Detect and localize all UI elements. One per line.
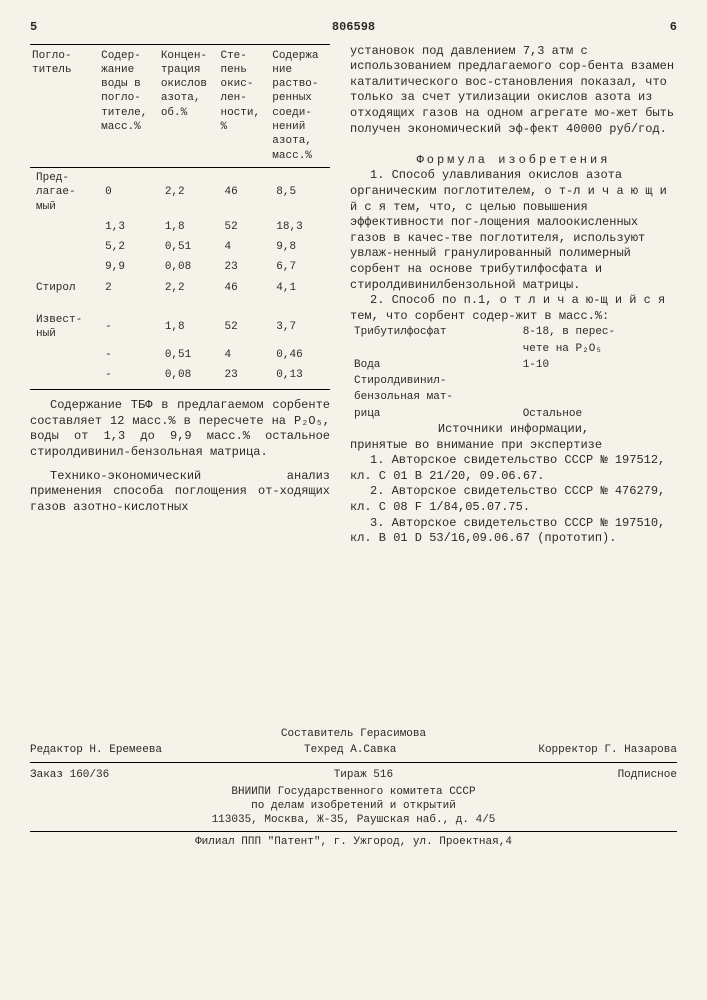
left-para-2: Технико-экономический анализ применения … (30, 469, 330, 516)
table-row: -0,08230,13 (30, 365, 330, 385)
claim-2: 2. Способ по п.1, о т л и ч а ю-щ и й с … (350, 293, 677, 324)
right-intro: установок под давлением 7,3 атм с исполь… (350, 44, 677, 138)
table-cell: 4 (218, 237, 270, 257)
table-row: 1,31,85218,3 (30, 217, 330, 237)
table-header: Концен-трацияокисловазота,об.% (159, 44, 219, 167)
table-cell: 9,8 (270, 237, 330, 257)
left-para-1: Содержание ТБФ в предлагаемом сорбенте с… (30, 398, 330, 460)
claim-1: 1. Способ улавливания окислов азота орга… (350, 168, 677, 293)
table-cell: 0,08 (159, 365, 219, 385)
table-row: 5,20,5149,8 (30, 237, 330, 257)
sources-title: Источники информации, (350, 422, 677, 438)
table-row: 9,90,08236,7 (30, 257, 330, 277)
footer-tech: Техред А.Савка (304, 743, 396, 757)
composition-table: Трибутилфосфат8-18, в перес-чете на P₂O₅… (350, 324, 677, 422)
table-cell: 6,7 (270, 257, 330, 277)
source-item: 1. Авторское свидетельство СССР № 197512… (350, 453, 677, 484)
table-cell (30, 217, 99, 237)
footer-signed: Подписное (618, 768, 677, 782)
table-cell: 0,08 (159, 257, 219, 277)
right-column: установок под давлением 7,3 атм с исполь… (350, 44, 677, 547)
footer-corrector: Корректор Г. Назарова (538, 743, 677, 757)
footer-org2: по делам изобретений и открытий (30, 799, 677, 813)
footer-print-run: Тираж 516 (334, 768, 393, 782)
table-cell: 52 (218, 310, 270, 345)
footer-compiler: Составитель Герасимова (30, 727, 677, 741)
table-cell: - (99, 345, 159, 365)
table-row: Стирол22,2464,1 (30, 278, 330, 298)
patent-number: 806598 (332, 20, 375, 36)
table-row: -0,5140,46 (30, 345, 330, 365)
footer-org1: ВНИИПИ Государственного комитета СССР (30, 785, 677, 799)
table-cell: 0,13 (270, 365, 330, 385)
table-cell: 4 (218, 345, 270, 365)
table-cell: 0,51 (159, 237, 219, 257)
table-cell: 2,2 (159, 278, 219, 298)
table-cell (30, 237, 99, 257)
table-cell (30, 345, 99, 365)
data-table: Погло-тительСодер-жаниеводы впогло-тител… (30, 44, 330, 386)
table-cell: 0,51 (159, 345, 219, 365)
table-cell: Пред-лагае-мый (30, 167, 99, 216)
table-cell: 8,5 (270, 167, 330, 216)
composition-row: Трибутилфосфат8-18, в перес- (350, 324, 677, 340)
page-num-right: 6 (670, 20, 677, 36)
table-cell: 2 (99, 278, 159, 298)
footer: Составитель Герасимова Редактор Н. Ереме… (30, 727, 677, 849)
composition-row: чете на P₂O₅ (350, 341, 677, 357)
table-cell: Стирол (30, 278, 99, 298)
footer-branch: Филиал ППП "Патент", г. Ужгород, ул. Про… (30, 835, 677, 849)
left-column: Погло-тительСодер-жаниеводы впогло-тител… (30, 44, 330, 547)
table-cell: 2,2 (159, 167, 219, 216)
table-cell: 1,8 (159, 217, 219, 237)
footer-order: Заказ 160/36 (30, 768, 109, 782)
table-cell: 1,8 (159, 310, 219, 345)
formula-title: Формула изобретения (350, 153, 677, 169)
table-cell: - (99, 310, 159, 345)
table-cell: 18,3 (270, 217, 330, 237)
footer-addr: 113035, Москва, Ж-35, Раушская наб., д. … (30, 813, 677, 827)
table-cell: - (99, 365, 159, 385)
table-cell: 1,3 (99, 217, 159, 237)
table-cell: 0 (99, 167, 159, 216)
composition-row: Вода1-10 (350, 357, 677, 373)
table-header: Погло-титель (30, 44, 99, 167)
table-cell: 9,9 (99, 257, 159, 277)
source-item: 3. Авторское свидетельство СССР № 197510… (350, 516, 677, 547)
table-cell: 23 (218, 365, 270, 385)
table-cell: 5,2 (99, 237, 159, 257)
table-cell: 0,46 (270, 345, 330, 365)
table-cell: 52 (218, 217, 270, 237)
table-row: Извест-ный-1,8523,7 (30, 310, 330, 345)
footer-editor: Редактор Н. Еремеева (30, 743, 162, 757)
table-cell (30, 365, 99, 385)
table-header: Сте-пеньокис-лен-ности,% (218, 44, 270, 167)
composition-row: бензольная мат- (350, 389, 677, 405)
sources-sub: принятые во внимание при экспертизе (350, 438, 677, 454)
table-cell: Извест-ный (30, 310, 99, 345)
table-cell: 46 (218, 278, 270, 298)
composition-row: Стиролдивинил- (350, 373, 677, 389)
table-cell: 46 (218, 167, 270, 216)
table-cell: 23 (218, 257, 270, 277)
table-cell (30, 257, 99, 277)
page-header: 5 806598 6 (30, 20, 677, 36)
source-item: 2. Авторское свидетельство СССР № 476279… (350, 484, 677, 515)
table-cell: 4,1 (270, 278, 330, 298)
table-header: Содержаниераство-ренныхсоеди-ненийазота,… (270, 44, 330, 167)
composition-row: рицаОстальное (350, 406, 677, 422)
table-header: Содер-жаниеводы впогло-тителе,масс.% (99, 44, 159, 167)
table-row: Пред-лагае-мый02,2468,5 (30, 167, 330, 216)
table-cell: 3,7 (270, 310, 330, 345)
page-num-left: 5 (30, 20, 37, 36)
